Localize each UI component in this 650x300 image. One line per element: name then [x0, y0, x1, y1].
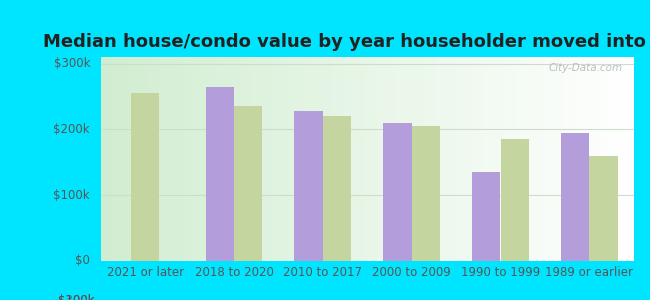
Bar: [500, 139, 529, 261]
Title: Median house/condo value by year householder moved into unit: Median house/condo value by year househo…: [42, 33, 650, 51]
Bar: [323, 116, 351, 261]
Text: $200k: $200k: [53, 123, 90, 136]
Text: $0: $0: [75, 254, 90, 268]
Bar: [411, 126, 440, 261]
Bar: [472, 172, 500, 261]
Bar: [131, 93, 159, 261]
Text: $100k: $100k: [58, 293, 94, 300]
Text: $100k: $100k: [53, 189, 90, 202]
Bar: [205, 87, 234, 261]
Bar: [561, 133, 590, 261]
Text: City-Data.com: City-Data.com: [549, 63, 623, 73]
Text: $300k: $300k: [58, 293, 94, 300]
Bar: [294, 111, 323, 261]
Text: $300k: $300k: [53, 57, 90, 70]
Bar: [590, 156, 618, 261]
Bar: [234, 106, 263, 261]
Bar: [384, 123, 411, 261]
